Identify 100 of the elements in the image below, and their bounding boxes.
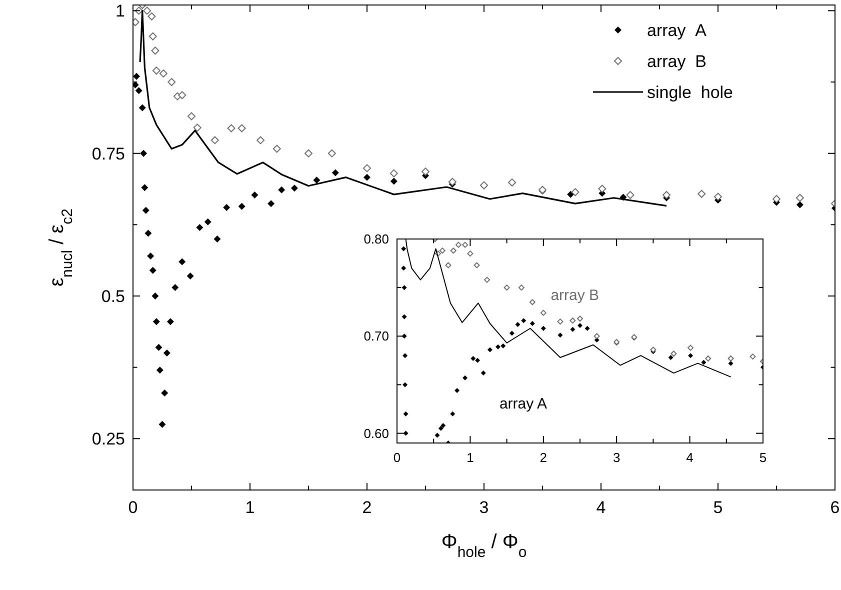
- x-tick-label: 5: [713, 498, 723, 517]
- point: [402, 382, 408, 388]
- point: [557, 318, 564, 325]
- point: [450, 411, 456, 416]
- point: [223, 204, 230, 212]
- point: [688, 344, 694, 351]
- y-tick-label: 0.60: [364, 426, 389, 441]
- point: [570, 318, 576, 324]
- point: [714, 192, 722, 201]
- point: [186, 272, 194, 280]
- point: [474, 262, 480, 268]
- point: [193, 124, 202, 132]
- x-tick-label: 5: [759, 450, 767, 465]
- x-tick-label: 1: [245, 498, 255, 517]
- point: [401, 246, 406, 252]
- legend-label: single hole: [647, 82, 734, 102]
- point: [496, 344, 501, 350]
- point: [210, 136, 219, 144]
- point: [168, 78, 176, 86]
- point: [578, 322, 582, 328]
- x-tick-label: 0: [128, 498, 138, 517]
- point: [540, 326, 546, 331]
- point: [152, 66, 160, 75]
- point: [626, 191, 634, 200]
- point: [509, 330, 514, 336]
- point: [238, 202, 246, 210]
- point: [594, 333, 600, 340]
- point: [529, 299, 536, 306]
- point: [142, 206, 150, 214]
- point: [147, 252, 154, 260]
- point: [135, 87, 142, 94]
- point: [155, 344, 162, 351]
- point: [772, 195, 780, 203]
- point: [214, 235, 221, 242]
- y-tick-label: 0.5: [101, 286, 125, 306]
- series-label: array A: [499, 395, 548, 412]
- point: [140, 150, 148, 157]
- point: [670, 350, 677, 357]
- point: [272, 144, 281, 153]
- point: [650, 346, 656, 353]
- point: [796, 201, 804, 208]
- point: [159, 69, 168, 78]
- point: [166, 318, 174, 326]
- point: [480, 370, 486, 376]
- point: [439, 248, 446, 254]
- point: [268, 200, 275, 208]
- point: [196, 224, 204, 232]
- point: [158, 420, 166, 428]
- point: [133, 72, 140, 80]
- point: [701, 360, 706, 365]
- point: [570, 326, 576, 332]
- point: [467, 250, 474, 257]
- point: [540, 310, 546, 316]
- point: [390, 178, 398, 185]
- point: [518, 284, 524, 291]
- point: [434, 432, 440, 438]
- series-label: array B: [550, 287, 600, 304]
- point: [152, 292, 159, 300]
- x-tick-label: 3: [479, 498, 489, 517]
- point: [133, 81, 139, 88]
- point: [141, 184, 148, 192]
- point: [500, 343, 506, 348]
- point: [304, 149, 312, 158]
- point: [328, 149, 336, 158]
- legend-label: array A: [647, 20, 708, 40]
- point: [313, 176, 320, 184]
- point: [598, 184, 606, 193]
- point: [204, 218, 212, 226]
- point: [363, 164, 371, 172]
- point: [163, 350, 170, 357]
- point: [796, 194, 804, 202]
- point: [688, 353, 694, 358]
- point: [422, 168, 430, 176]
- point: [138, 104, 146, 112]
- x-tick-label: 4: [686, 450, 694, 465]
- y-tick-label: 0.75: [92, 144, 125, 164]
- point: [401, 266, 406, 271]
- point: [530, 321, 535, 326]
- point: [662, 191, 671, 200]
- point: [454, 388, 460, 394]
- point: [278, 186, 286, 194]
- point: [698, 190, 706, 198]
- point: [403, 430, 408, 436]
- x-tick-label: 3: [612, 450, 620, 465]
- x-tick-label: 1: [466, 450, 474, 465]
- x-tick-label: 4: [596, 498, 606, 517]
- point: [504, 284, 510, 291]
- x-tick-label: 2: [540, 450, 548, 465]
- point: [403, 411, 408, 416]
- y-tick-label: 0.70: [364, 328, 389, 344]
- point: [161, 390, 168, 396]
- x-axis-title: Φ$_{hole}$ / Φ$_{o}$: [441, 531, 527, 560]
- point: [402, 285, 407, 290]
- point: [440, 423, 446, 428]
- point: [238, 124, 246, 132]
- point: [750, 354, 756, 360]
- x-tick-label: 6: [830, 498, 840, 517]
- point: [402, 314, 407, 320]
- point: [143, 6, 152, 15]
- point: [144, 230, 152, 237]
